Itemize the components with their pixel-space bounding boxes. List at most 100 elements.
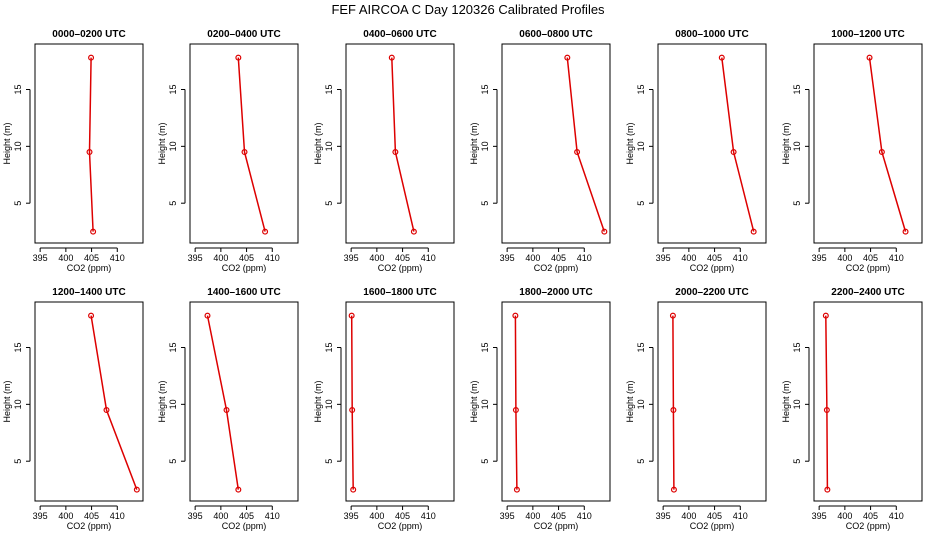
plot-frame bbox=[657, 301, 767, 502]
y-tick-label: 10 bbox=[480, 141, 490, 151]
x-tick-label: 405 bbox=[395, 253, 410, 263]
panel-title: 0000–0200 UTC bbox=[52, 29, 125, 40]
profile-point bbox=[718, 54, 725, 61]
profile-point bbox=[235, 486, 242, 493]
y-axis-label: Height (m) bbox=[625, 122, 635, 164]
x-tick-label: 405 bbox=[863, 253, 878, 263]
x-tick-label: 395 bbox=[500, 511, 515, 521]
x-tick-label: 410 bbox=[110, 253, 125, 263]
y-axis-label: Height (m) bbox=[625, 380, 635, 422]
y-tick-label: 15 bbox=[324, 342, 334, 352]
x-tick-label: 400 bbox=[525, 253, 540, 263]
x-tick-label: 400 bbox=[58, 511, 73, 521]
x-tick-label: 405 bbox=[239, 253, 254, 263]
profile-line bbox=[672, 315, 675, 490]
panel-title: 1000–1200 UTC bbox=[831, 29, 904, 40]
x-tick-label: 400 bbox=[58, 253, 73, 263]
x-axis-label: CO2 (ppm) bbox=[67, 521, 112, 531]
x-tick-label: 405 bbox=[84, 253, 99, 263]
y-tick-label: 5 bbox=[792, 459, 802, 464]
x-tick-label: 395 bbox=[33, 511, 48, 521]
y-tick-label: 15 bbox=[636, 84, 646, 94]
profile-line bbox=[206, 315, 240, 490]
x-tick-label: 405 bbox=[863, 511, 878, 521]
x-tick-label: 395 bbox=[188, 253, 203, 263]
plot-frame bbox=[189, 301, 299, 502]
x-tick-label: 395 bbox=[344, 253, 359, 263]
figure-title: FEF AIRCOA C Day 120326 Calibrated Profi… bbox=[331, 2, 605, 17]
y-tick-label: 5 bbox=[13, 459, 23, 464]
y-tick-label: 10 bbox=[324, 399, 334, 409]
x-axis-label: CO2 (ppm) bbox=[378, 263, 423, 273]
plot-frame bbox=[657, 43, 767, 244]
x-tick-label: 410 bbox=[889, 253, 904, 263]
panel-title: 1200–1400 UTC bbox=[52, 287, 125, 298]
x-axis-label: CO2 (ppm) bbox=[378, 521, 423, 531]
x-tick-label: 400 bbox=[369, 253, 384, 263]
profile-point bbox=[350, 486, 357, 493]
profile-point bbox=[669, 312, 676, 319]
x-tick-label: 395 bbox=[812, 253, 827, 263]
x-tick-label: 395 bbox=[344, 511, 359, 521]
profile-point bbox=[241, 149, 248, 156]
profile-point bbox=[410, 228, 417, 235]
y-axis-label: Height (m) bbox=[313, 122, 323, 164]
profile-line bbox=[514, 315, 518, 490]
profile-point bbox=[204, 312, 211, 319]
x-tick-label: 410 bbox=[421, 511, 436, 521]
profile-line bbox=[391, 57, 415, 232]
y-tick-label: 15 bbox=[792, 84, 802, 94]
x-tick-label: 400 bbox=[837, 511, 852, 521]
y-tick-label: 10 bbox=[792, 141, 802, 151]
profile-point bbox=[262, 228, 269, 235]
profile-line bbox=[868, 57, 907, 232]
x-axis-label: CO2 (ppm) bbox=[67, 263, 112, 273]
profile-point bbox=[823, 407, 830, 414]
profile-point bbox=[86, 149, 93, 156]
panel-title: 1600–1800 UTC bbox=[363, 287, 436, 298]
profile-point bbox=[601, 228, 608, 235]
y-tick-label: 15 bbox=[13, 84, 23, 94]
y-tick-label: 5 bbox=[636, 459, 646, 464]
profile-point bbox=[750, 228, 757, 235]
y-tick-label: 10 bbox=[480, 399, 490, 409]
profile-point bbox=[512, 407, 519, 414]
x-tick-label: 395 bbox=[188, 511, 203, 521]
x-tick-label: 400 bbox=[213, 253, 228, 263]
y-axis-label: Height (m) bbox=[2, 122, 12, 164]
x-axis-label: CO2 (ppm) bbox=[534, 521, 579, 531]
y-tick-label: 10 bbox=[636, 399, 646, 409]
x-tick-label: 395 bbox=[812, 511, 827, 521]
panel-title: 0400–0600 UTC bbox=[363, 29, 436, 40]
y-axis-label: Height (m) bbox=[2, 380, 12, 422]
profile-point bbox=[103, 407, 110, 414]
x-axis-label: CO2 (ppm) bbox=[690, 263, 735, 273]
profile-point bbox=[822, 312, 829, 319]
y-tick-label: 15 bbox=[480, 84, 490, 94]
plot-frame bbox=[345, 43, 455, 244]
profile-point bbox=[88, 54, 95, 61]
plot-frame bbox=[501, 43, 611, 244]
profile-point bbox=[388, 54, 395, 61]
x-tick-label: 400 bbox=[369, 511, 384, 521]
y-tick-label: 15 bbox=[636, 342, 646, 352]
profile-point bbox=[564, 54, 571, 61]
x-axis-label: CO2 (ppm) bbox=[222, 521, 267, 531]
y-tick-label: 5 bbox=[480, 201, 490, 206]
x-tick-label: 410 bbox=[733, 511, 748, 521]
x-tick-label: 395 bbox=[33, 253, 48, 263]
plot-frame bbox=[813, 43, 923, 244]
plot-frame bbox=[189, 43, 299, 244]
y-tick-label: 15 bbox=[168, 342, 178, 352]
y-tick-label: 10 bbox=[13, 399, 23, 409]
y-tick-label: 15 bbox=[13, 342, 23, 352]
x-axis-label: CO2 (ppm) bbox=[846, 263, 891, 273]
x-tick-label: 395 bbox=[656, 253, 671, 263]
